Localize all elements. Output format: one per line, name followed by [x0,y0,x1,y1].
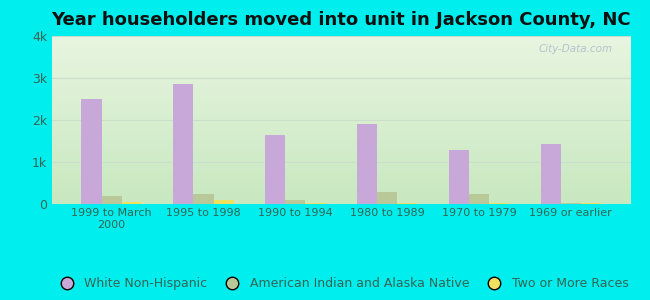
Bar [194,194,214,204]
Bar [265,135,285,204]
Bar [357,124,377,204]
Bar [448,150,469,204]
Bar [285,200,306,204]
Bar [377,192,397,204]
Bar [101,196,122,204]
Bar [489,203,510,204]
Title: Year householders moved into unit in Jackson County, NC: Year householders moved into unit in Jac… [51,11,631,29]
Bar [541,144,561,204]
Bar [173,84,194,204]
Bar [581,203,601,204]
Bar [214,200,234,204]
Bar [469,194,489,204]
Bar [561,203,581,204]
Bar [122,202,142,204]
Bar [81,99,101,204]
Legend: White Non-Hispanic, American Indian and Alaska Native, Two or More Races: White Non-Hispanic, American Indian and … [49,272,634,295]
Bar [397,203,417,204]
Text: City-Data.com: City-Data.com [539,44,613,54]
Bar [306,203,326,204]
